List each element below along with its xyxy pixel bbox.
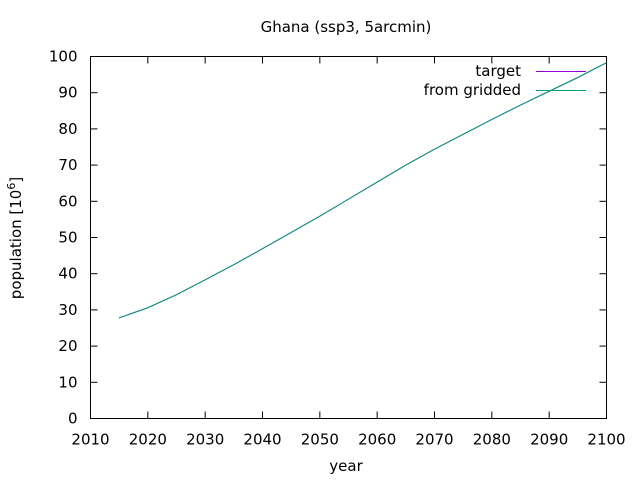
y-axis: 0 10 20 30 40 50 60 70 80 90 100 bbox=[49, 48, 607, 428]
y-tick-label: 60 bbox=[58, 192, 77, 210]
x-axis-label: year bbox=[329, 457, 363, 475]
y-tick-label: 40 bbox=[58, 265, 77, 283]
x-tick-label: 2100 bbox=[587, 431, 625, 449]
x-tick-label: 2020 bbox=[129, 431, 167, 449]
x-tick-label: 2040 bbox=[243, 431, 281, 449]
x-axis: 2010 2020 2030 2040 2050 2060 2070 2080 2090 2100 bbox=[71, 56, 626, 449]
x-tick-label: 2070 bbox=[415, 431, 453, 449]
y-tick-label: 0 bbox=[68, 410, 78, 428]
y-axis-label-exponent: 6 bbox=[5, 183, 18, 190]
y-axis-label-base: population [10 bbox=[7, 190, 25, 300]
chart-title: Ghana (ssp3, 5arcmin) bbox=[261, 18, 432, 36]
x-tick-label: 2050 bbox=[301, 431, 339, 449]
series-line-from-gridded bbox=[119, 62, 607, 319]
plot-frame bbox=[90, 56, 607, 419]
legend-label-from-gridded: from gridded bbox=[424, 81, 521, 99]
x-tick-label: 2010 bbox=[71, 431, 109, 449]
y-tick-label: 80 bbox=[58, 120, 77, 138]
y-tick-label: 100 bbox=[49, 48, 78, 66]
y-tick-label: 50 bbox=[58, 229, 77, 247]
series-lines bbox=[119, 62, 607, 319]
x-tick-label: 2030 bbox=[186, 431, 224, 449]
x-tick-label: 2080 bbox=[473, 431, 511, 449]
y-tick-label: 30 bbox=[58, 301, 77, 319]
y-axis-label: population [106] bbox=[5, 177, 25, 299]
legend: target from gridded bbox=[424, 62, 586, 99]
y-tick-label: 90 bbox=[58, 84, 77, 102]
y-tick-label: 10 bbox=[58, 373, 77, 391]
y-tick-label: 70 bbox=[58, 156, 77, 174]
x-tick-label: 2090 bbox=[530, 431, 568, 449]
legend-label-target: target bbox=[475, 62, 521, 80]
x-tick-label: 2060 bbox=[358, 431, 396, 449]
y-tick-label: 20 bbox=[58, 337, 77, 355]
y-axis-label-close: ] bbox=[7, 177, 25, 183]
